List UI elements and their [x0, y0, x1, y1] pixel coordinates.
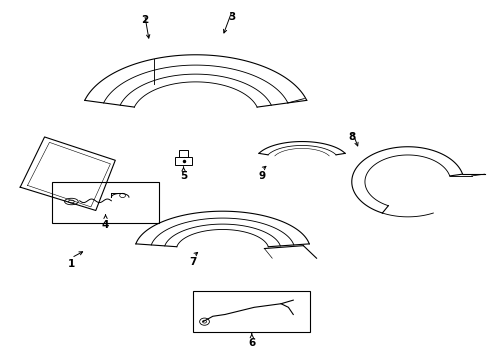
Text: 5: 5	[180, 171, 187, 181]
Text: 4: 4	[102, 220, 109, 230]
Text: 1: 1	[68, 259, 75, 269]
Text: 2: 2	[141, 15, 148, 26]
Text: 3: 3	[228, 12, 235, 22]
Text: 7: 7	[189, 257, 197, 267]
Text: 6: 6	[248, 338, 255, 348]
Text: 8: 8	[347, 132, 355, 142]
Bar	[178, 150, 188, 157]
Bar	[193, 291, 310, 332]
Text: 9: 9	[258, 171, 264, 181]
Bar	[174, 157, 192, 165]
Bar	[52, 182, 159, 223]
